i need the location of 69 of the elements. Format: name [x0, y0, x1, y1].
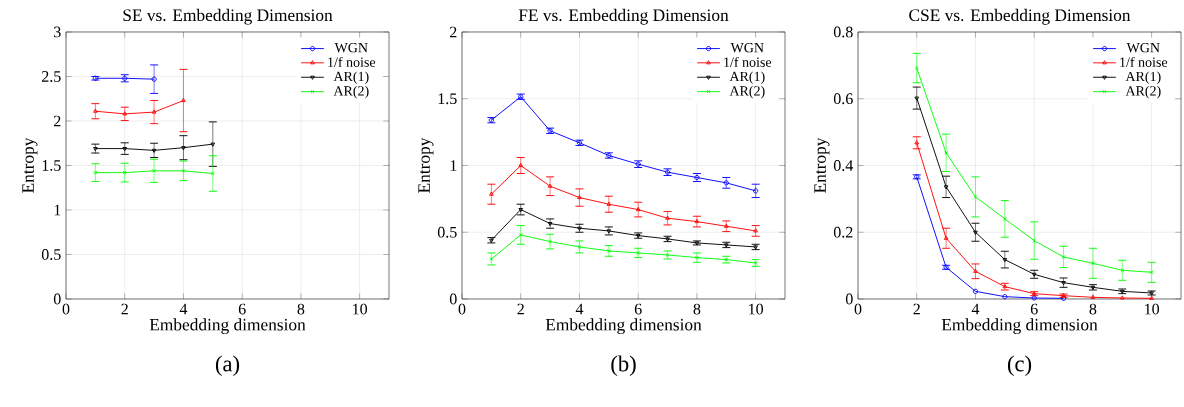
y-tick-label: 0.4 [833, 160, 854, 171]
x-tick-label: 8 [1089, 303, 1097, 315]
y-tick-label: 0.6 [833, 93, 853, 105]
chart-title: CSE vs. Embedding Dimension [909, 8, 1131, 25]
point [1031, 295, 1037, 301]
x-axis-title: Embedding dimension [545, 318, 702, 335]
y-tick-label: 0.5 [41, 249, 61, 260]
point [1119, 295, 1125, 300]
y-tick-label: 0 [845, 293, 853, 305]
legend-label: AR(2) [333, 85, 369, 99]
x-tick-label: 10 [353, 303, 368, 315]
chart-title: SE vs. Embedding Dimension [123, 8, 333, 25]
y-axis-title: Entropy [22, 137, 38, 193]
x-tick-label: 4 [179, 303, 188, 315]
legend-label: 1/f noise [328, 56, 376, 67]
x-tick-label: 2 [913, 303, 920, 315]
x-tick-label: 0 [458, 303, 466, 315]
x-tick-label: 10 [749, 303, 764, 315]
text: (c) [1007, 355, 1032, 377]
legend-label: AR(2) [1125, 85, 1161, 99]
y-tick-label: 0 [449, 293, 457, 305]
y-tick-label: 2 [54, 115, 61, 127]
y-tick-label: 3 [54, 26, 61, 38]
x-tick-label: 0 [62, 303, 70, 315]
legend-label: 1/f noise [1120, 56, 1168, 67]
point [636, 250, 641, 255]
x-tick-label: 8 [297, 303, 305, 315]
y-tick-label: 0.8 [833, 26, 853, 38]
x-tick-label: 2 [121, 303, 128, 315]
x-tick-label: 4 [971, 303, 980, 315]
y-tick-label: 1.5 [42, 160, 61, 171]
legend-label: WGN [1126, 42, 1160, 53]
point [694, 218, 700, 224]
y-tick-label: 1 [54, 204, 61, 216]
text: (b) [611, 355, 636, 377]
x-tick-label: 8 [693, 303, 701, 315]
point [1061, 281, 1066, 286]
y-tick-label: 2 [450, 26, 457, 38]
x-axis-title: Embedding dimension [149, 318, 306, 335]
x-tick-label: 4 [575, 303, 584, 315]
y-tick-label: 0 [53, 293, 61, 305]
point [1002, 294, 1008, 300]
x-tick-label: 0 [854, 303, 862, 315]
legend-label: WGN [334, 42, 368, 53]
x-tick-label: 6 [238, 303, 246, 315]
x-axis-title: Embedding dimension [941, 318, 1098, 335]
point [1090, 294, 1096, 299]
x-tick-label: 6 [634, 303, 642, 315]
x-tick-label: 6 [1030, 303, 1038, 315]
x-tick-label: 2 [517, 303, 524, 315]
point [547, 222, 553, 227]
legend-label: AR(1) [1125, 71, 1161, 85]
y-axis-title: Entropy [418, 137, 434, 193]
legend-label: 1/f noise [724, 56, 772, 67]
legend-label: WGN [730, 42, 764, 53]
chart-title: FE vs. Embedding Dimension [518, 8, 729, 25]
y-axis-title: Entropy [814, 137, 830, 193]
y-tick-label: 0.5 [437, 226, 457, 238]
x-tick-label: 10 [1145, 303, 1160, 315]
point [606, 248, 611, 253]
y-tick-label: 1.5 [438, 93, 457, 105]
y-tick-label: 1 [450, 160, 457, 171]
legend-label: AR(2) [729, 85, 765, 99]
text: (a) [215, 355, 240, 377]
legend-label: AR(1) [333, 71, 369, 85]
y-tick-label: 0.2 [833, 226, 853, 238]
y-tick-label: 2.5 [42, 71, 61, 82]
point [972, 288, 979, 294]
legend-label: AR(1) [729, 71, 765, 85]
